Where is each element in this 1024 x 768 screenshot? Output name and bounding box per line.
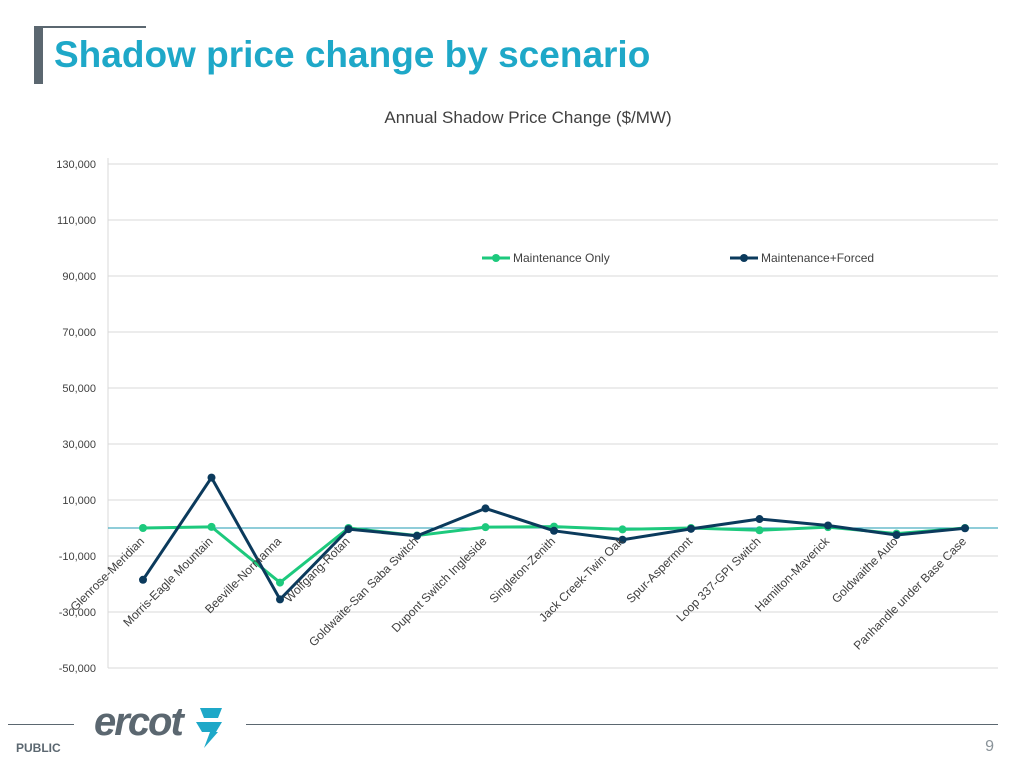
legend-label: Maintenance Only bbox=[513, 251, 610, 265]
chart-grid bbox=[108, 163, 998, 669]
y-tick-label: -10,000 bbox=[59, 551, 96, 563]
series-2 bbox=[139, 473, 969, 604]
x-tick-label: Hamilton-Maverick bbox=[752, 534, 833, 615]
ercot-bolt-icon bbox=[196, 708, 222, 748]
y-tick-label: 70,000 bbox=[62, 327, 96, 339]
title-top-rule bbox=[34, 26, 146, 28]
data-point bbox=[618, 535, 627, 544]
y-tick-label: 10,000 bbox=[62, 495, 96, 507]
legend-item: Maintenance+Forced bbox=[730, 251, 874, 265]
data-point bbox=[276, 578, 284, 587]
data-point bbox=[139, 524, 147, 532]
logo-wordmark: ercot bbox=[94, 700, 184, 744]
chart-axes: 130,000 110,000 90,000 70,000 50,000 30,000 10… bbox=[56, 158, 998, 675]
title-accent-bar bbox=[34, 26, 43, 84]
ercot-logo: ercot bbox=[94, 700, 234, 752]
data-point bbox=[481, 504, 490, 513]
page-number: 9 bbox=[985, 738, 994, 755]
x-tick-label: Goldwaithe Auto bbox=[829, 534, 901, 606]
footer-rule-right bbox=[246, 724, 998, 725]
data-point bbox=[824, 521, 832, 530]
legend-item: Maintenance Only bbox=[482, 251, 610, 265]
x-tick-label: Spur-Aspermont bbox=[623, 534, 695, 606]
line-chart: Annual Shadow Price Change ($/MW) 130,00… bbox=[56, 108, 998, 675]
x-tick-label: Wolfgang-Rotan bbox=[282, 534, 353, 605]
legend-label: Maintenance+Forced bbox=[761, 251, 874, 265]
y-tick-label: 30,000 bbox=[62, 439, 96, 451]
data-point bbox=[687, 524, 695, 533]
footer-rule-left bbox=[8, 724, 74, 725]
chart-legend: Maintenance Only Maintenance+Forced bbox=[482, 251, 874, 265]
data-point bbox=[207, 522, 216, 531]
data-point bbox=[344, 525, 353, 534]
classification-label: PUBLIC bbox=[16, 741, 61, 755]
x-tick-label: Glenrose-Meridian bbox=[67, 534, 147, 614]
y-tick-label: 130,000 bbox=[56, 159, 96, 171]
data-point bbox=[618, 525, 627, 534]
data-point bbox=[755, 526, 764, 535]
chart-series bbox=[139, 473, 969, 604]
data-point bbox=[139, 575, 147, 584]
x-tick-label: Panhandle under Base Case bbox=[851, 534, 970, 653]
y-tick-label: -50,000 bbox=[59, 663, 96, 675]
legend-swatch-marker bbox=[492, 254, 500, 262]
data-point bbox=[892, 531, 901, 539]
y-tick-label: 110,000 bbox=[57, 215, 96, 227]
y-tick-label: 50,000 bbox=[62, 383, 96, 395]
data-point bbox=[550, 526, 558, 535]
y-tick-label: 90,000 bbox=[62, 271, 96, 283]
data-point bbox=[961, 524, 969, 533]
slide-title: Shadow price change by scenario bbox=[54, 34, 651, 75]
data-point bbox=[413, 531, 421, 540]
data-point bbox=[207, 473, 216, 482]
legend-swatch-marker bbox=[740, 254, 748, 262]
data-point bbox=[481, 523, 490, 532]
data-point bbox=[276, 595, 284, 604]
chart-title: Annual Shadow Price Change ($/MW) bbox=[384, 108, 671, 127]
y-tick-label: -30,000 bbox=[59, 607, 96, 619]
x-tick-label: Goldwaite-San Saba Switch bbox=[306, 534, 421, 649]
series-line bbox=[141, 476, 966, 601]
x-tick-label: Singleton-Zenith bbox=[486, 534, 558, 606]
data-point bbox=[755, 515, 764, 524]
